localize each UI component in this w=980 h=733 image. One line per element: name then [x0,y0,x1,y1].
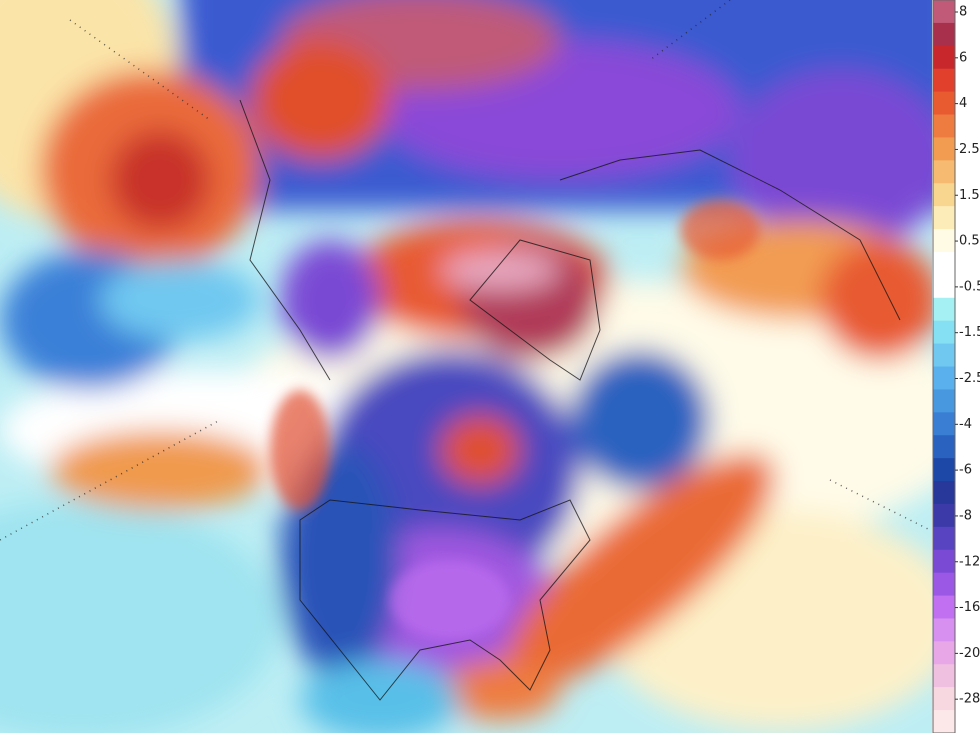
legend-label: -6 [959,463,972,478]
color-band [933,160,955,184]
colorbar-frame [932,0,956,733]
color-band [933,45,955,70]
legend-label: -0.5 [959,279,980,294]
color-band [933,549,955,574]
legend-label: 1.5 [959,188,980,203]
color-band [933,664,955,688]
legend-label: -16 [959,600,980,615]
color-band [933,458,955,482]
legend-label: -28 [959,692,980,707]
color-band [933,251,955,276]
color-band [933,481,955,505]
legend-label: -12 [959,554,980,569]
color-band [933,91,955,116]
color-band [933,320,955,345]
color-band [933,343,955,367]
color-band [933,618,955,642]
color-band [933,297,955,322]
legend-label: -1.5 [959,325,980,340]
color-band [933,229,955,253]
color-band [933,435,955,459]
color-band [933,137,955,161]
color-band [933,389,955,413]
color-band [933,641,955,665]
legend-label: -2.5 [959,371,980,386]
color-band [933,503,955,528]
color-band [933,412,955,436]
color-band [933,22,955,47]
color-band [933,0,955,24]
color-band [933,206,955,230]
legend-label: -4 [959,417,972,432]
color-band [933,183,955,207]
legend-label: 2.5 [959,142,980,157]
legend-label: -20 [959,646,980,661]
map [0,0,932,733]
legend-label: -8 [959,508,972,523]
color-band [933,595,955,619]
color-band [933,68,955,93]
legend-label: 4 [959,96,967,111]
color-band [933,366,955,390]
color-band [933,572,955,597]
legend: 8 6 4 2.5 1.5 0.5 -0.5 -1.5 -2.5 -4 -6 -8 -12 -16 -20 -… [932,0,980,733]
legend-label: 6 [959,50,967,65]
legend-label: 8 [959,5,967,20]
color-band [933,526,955,551]
color-band [933,274,955,299]
color-band [933,710,955,733]
color-band [933,687,955,711]
color-band [933,114,955,138]
legend-label: 0.5 [959,234,980,249]
